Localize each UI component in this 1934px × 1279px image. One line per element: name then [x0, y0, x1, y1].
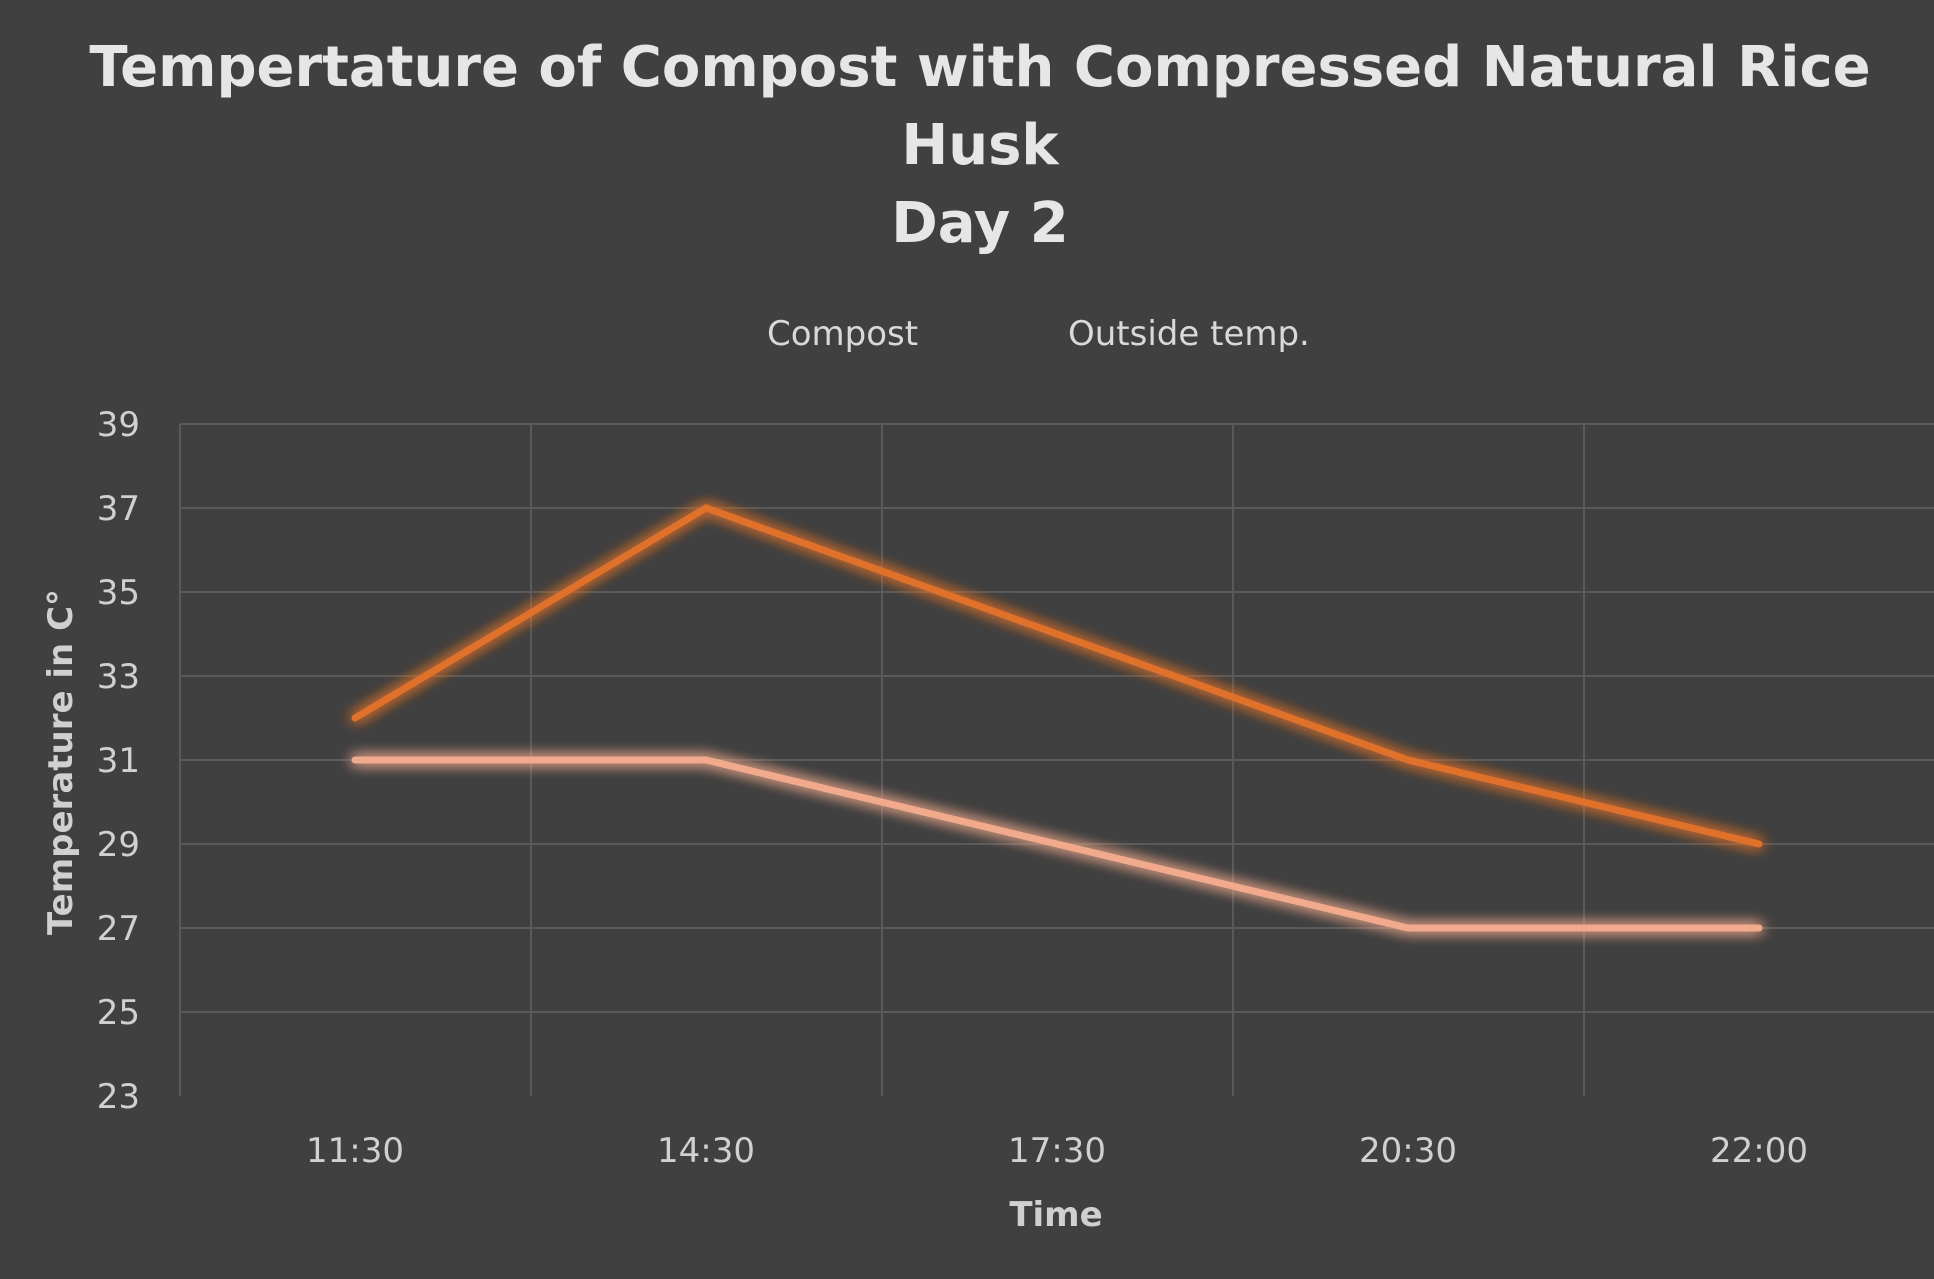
x-tick-label: 20:30	[1359, 1131, 1457, 1171]
y-tick-label: 37	[97, 489, 140, 529]
y-tick-label: 31	[97, 741, 140, 781]
y-tick-label: 39	[97, 405, 140, 445]
title-line-1: Tempertature of Compost with Compressed …	[89, 35, 1870, 100]
x-tick-label: 17:30	[1008, 1131, 1106, 1171]
legend-label: Outside temp.	[1068, 314, 1310, 354]
y-tick-label: 33	[97, 657, 140, 697]
title-line-3: Day 2	[891, 191, 1069, 256]
x-tick-label: 11:30	[306, 1131, 404, 1171]
y-axis-title: Temperature in C°	[41, 589, 81, 935]
x-axis-ticks: 11:30 14:30 17:30 20:30 22:00	[306, 1131, 1808, 1171]
y-tick-label: 29	[97, 825, 140, 865]
y-tick-label: 23	[97, 1077, 140, 1117]
x-axis-title: Time	[1009, 1195, 1102, 1235]
x-tick-label: 22:00	[1710, 1131, 1808, 1171]
y-tick-label: 35	[97, 573, 140, 613]
chart-title: Tempertature of Compost with Compressed …	[89, 35, 1870, 256]
legend-label: Compost	[767, 314, 918, 354]
series-lines	[351, 504, 1763, 932]
y-axis-ticks: 23 25 27 29 31 33 35 37 39	[97, 405, 140, 1117]
legend: Compost Outside temp.	[661, 314, 1310, 354]
y-tick-label: 27	[97, 909, 140, 949]
y-tick-label: 25	[97, 993, 140, 1033]
x-tick-label: 14:30	[657, 1131, 755, 1171]
title-line-2: Husk	[901, 113, 1060, 178]
